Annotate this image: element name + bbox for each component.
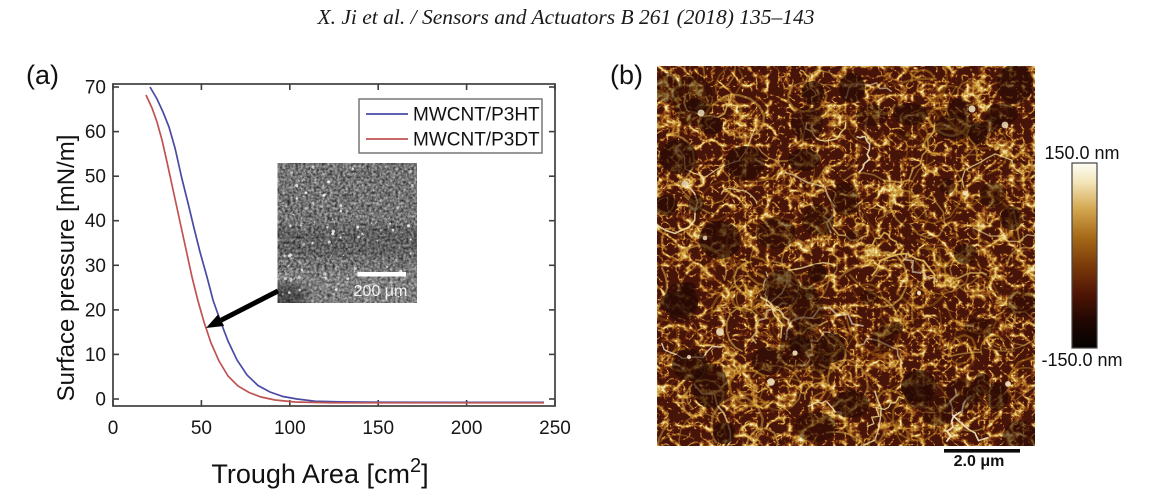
svg-text:MWCNT/P3HT: MWCNT/P3HT <box>413 105 540 126</box>
svg-text:2.0 μm: 2.0 μm <box>954 453 1005 470</box>
svg-text:50: 50 <box>191 418 212 439</box>
svg-text:30: 30 <box>85 256 106 277</box>
svg-text:(b): (b) <box>610 60 643 90</box>
svg-text:40: 40 <box>85 211 106 232</box>
svg-text:-150.0 nm: -150.0 nm <box>1041 350 1122 370</box>
svg-text:20: 20 <box>85 300 106 321</box>
svg-text:200 μm: 200 μm <box>354 283 408 300</box>
svg-text:250: 250 <box>539 418 571 439</box>
svg-text:150: 150 <box>362 418 394 439</box>
svg-text:150.0 nm: 150.0 nm <box>1044 143 1119 163</box>
svg-text:50: 50 <box>85 167 106 188</box>
svg-text:70: 70 <box>85 78 106 99</box>
svg-text:60: 60 <box>85 122 106 143</box>
svg-text:Trough Area [cm2]: Trough Area [cm2] <box>211 455 428 489</box>
svg-text:0: 0 <box>108 418 119 439</box>
svg-text:(a): (a) <box>26 60 59 90</box>
svg-text:MWCNT/P3DT: MWCNT/P3DT <box>413 130 540 151</box>
svg-text:0: 0 <box>95 390 106 411</box>
svg-text:100: 100 <box>274 418 306 439</box>
svg-text:X. Ji et al. / Sensors and Act: X. Ji et al. / Sensors and Actuators B 2… <box>316 5 814 29</box>
svg-text:Surface pressure [mN/m]: Surface pressure [mN/m] <box>53 135 80 402</box>
svg-text:10: 10 <box>85 345 106 366</box>
svg-text:200: 200 <box>451 418 483 439</box>
